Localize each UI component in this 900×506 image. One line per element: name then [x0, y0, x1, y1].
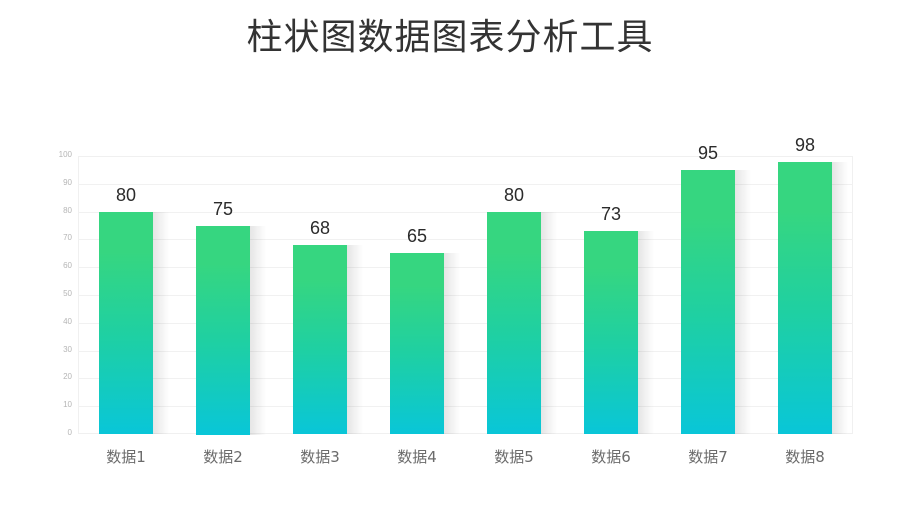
- bar-shadow: [444, 253, 460, 434]
- y-axis-tick-label: 20: [63, 372, 72, 381]
- y-axis-tick-label: 30: [63, 345, 72, 354]
- bar-value-label: 80: [503, 185, 525, 205]
- gridline: [78, 295, 853, 296]
- bar-4: [390, 253, 460, 434]
- bar-value-label: 73: [600, 204, 622, 224]
- y-axis-tick-label: 0: [67, 428, 72, 437]
- bar-2: [196, 226, 266, 435]
- bar-5: [487, 212, 557, 434]
- x-axis-category-label: 数据2: [203, 448, 243, 466]
- bar-shadow: [638, 231, 654, 434]
- y-axis-tick-label: 10: [63, 400, 72, 409]
- bar-fill: [778, 162, 832, 434]
- bar-8: [778, 162, 848, 434]
- bar-fill: [681, 170, 735, 434]
- bar-value-label: 80: [115, 185, 137, 205]
- x-axis-category-label: 数据7: [688, 448, 728, 466]
- bar-fill: [390, 253, 444, 434]
- y-axis-tick-label: 70: [63, 233, 72, 242]
- x-axis-category-label: 数据3: [300, 448, 340, 466]
- y-axis-tick-label: 40: [63, 317, 72, 326]
- bar-1: [99, 212, 169, 434]
- gridline: [78, 184, 853, 185]
- bar-value-label: 75: [212, 199, 234, 219]
- bar-value-label: 98: [794, 135, 816, 155]
- bar-shadow: [250, 226, 266, 435]
- bar-fill: [99, 212, 153, 434]
- y-axis-tick-label: 100: [58, 150, 72, 159]
- gridline: [78, 406, 853, 407]
- gridline: [78, 378, 853, 379]
- bar-shadow: [541, 212, 557, 434]
- bar-value-label: 95: [697, 143, 719, 163]
- bar-value-label: 65: [406, 226, 428, 246]
- gridline: [78, 323, 853, 324]
- bar-7: [681, 170, 751, 434]
- bar-fill: [196, 226, 250, 435]
- bar-fill: [487, 212, 541, 434]
- gridline: [78, 212, 853, 213]
- bar-value-label: 68: [309, 218, 331, 238]
- x-axis-category-label: 数据5: [494, 448, 534, 466]
- bar-fill: [584, 231, 638, 434]
- x-axis-category-label: 数据6: [591, 448, 631, 466]
- y-axis-tick-label: 60: [63, 261, 72, 270]
- bar-6: [584, 231, 654, 434]
- bar-shadow: [832, 162, 848, 434]
- x-axis-category-label: 数据8: [785, 448, 825, 466]
- bar-3: [293, 245, 363, 434]
- chart-title: 柱状图数据图表分析工具: [246, 17, 654, 58]
- y-axis-tick-label: 50: [63, 289, 72, 298]
- gridline: [78, 239, 853, 240]
- bar-shadow: [153, 212, 169, 434]
- bar-shadow: [347, 245, 363, 434]
- y-axis-tick-label: 80: [63, 206, 72, 215]
- bar-shadow: [735, 170, 751, 434]
- gridline: [78, 267, 853, 268]
- gridline: [78, 351, 853, 352]
- bar-fill: [293, 245, 347, 434]
- x-axis-category-label: 数据4: [397, 448, 437, 466]
- y-axis-tick-label: 90: [63, 178, 72, 187]
- x-axis-category-label: 数据1: [106, 448, 146, 466]
